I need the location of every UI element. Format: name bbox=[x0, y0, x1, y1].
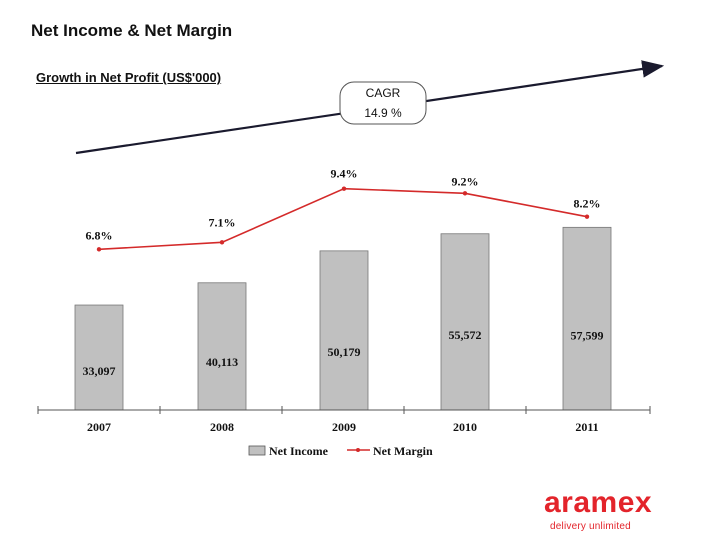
logo-tagline: delivery unlimited bbox=[550, 521, 631, 532]
margin-label-2008: 7.1% bbox=[209, 215, 236, 229]
chart-subtitle: Growth in Net Profit (US$'000) bbox=[36, 70, 222, 85]
bar-2011 bbox=[562, 226, 612, 411]
legend-label-net-income: Net Income bbox=[269, 444, 329, 458]
x-label-2010: 2010 bbox=[453, 420, 477, 434]
cagr-label: CAGR bbox=[366, 86, 401, 100]
x-axis-labels: 2007 2008 2009 2010 2011 bbox=[87, 420, 599, 434]
slide-title: Net Income & Net Margin bbox=[31, 21, 233, 40]
margin-point-2008 bbox=[219, 240, 225, 245]
bar-2009 bbox=[319, 250, 369, 411]
logo-wordmark: aramex bbox=[544, 486, 653, 519]
x-label-2011: 2011 bbox=[575, 420, 598, 434]
margin-label-2010: 9.2% bbox=[452, 174, 479, 188]
legend-label-net-margin: Net Margin bbox=[373, 444, 433, 458]
aramex-logo: aramex delivery unlimited bbox=[544, 486, 694, 534]
margin-label-2011: 8.2% bbox=[574, 197, 601, 211]
cagr-box bbox=[339, 81, 427, 125]
margin-label-2007: 6.8% bbox=[86, 228, 113, 242]
legend: Net Income Net Margin bbox=[248, 444, 433, 458]
margin-point-2007 bbox=[96, 247, 102, 252]
cagr-value: 14.9 % bbox=[364, 106, 402, 120]
net-income-labels: 33,097 40,113 50,179 55,572 57,599 bbox=[83, 328, 604, 378]
net-margin-series bbox=[96, 186, 590, 252]
bar-2008 bbox=[197, 282, 247, 411]
net-margin-labels: 6.8% 7.1% 9.4% 9.2% 8.2% bbox=[86, 167, 601, 243]
x-label-2007: 2007 bbox=[87, 420, 111, 434]
bar-2010 bbox=[440, 233, 490, 411]
x-label-2009: 2009 bbox=[332, 420, 356, 434]
bar-label-2009: 50,179 bbox=[328, 345, 361, 359]
bar-label-2007: 33,097 bbox=[83, 364, 116, 378]
x-axis-ticks bbox=[37, 406, 651, 414]
margin-point-2010 bbox=[462, 191, 468, 196]
bar-label-2010: 55,572 bbox=[449, 328, 482, 342]
margin-label-2009: 9.4% bbox=[331, 167, 358, 181]
net-margin-line bbox=[98, 187, 588, 251]
cagr-callout: CAGR 14.9 % bbox=[339, 81, 427, 125]
x-label-2008: 2008 bbox=[210, 420, 234, 434]
bar-2007 bbox=[74, 304, 124, 411]
bar-label-2008: 40,113 bbox=[206, 355, 238, 369]
legend-marker-net-margin bbox=[356, 448, 360, 452]
margin-point-2011 bbox=[584, 214, 590, 219]
margin-point-2009 bbox=[341, 186, 347, 191]
net-income-bars bbox=[74, 226, 612, 411]
legend-swatch-net-income bbox=[248, 445, 266, 456]
bar-label-2011: 57,599 bbox=[571, 328, 604, 342]
